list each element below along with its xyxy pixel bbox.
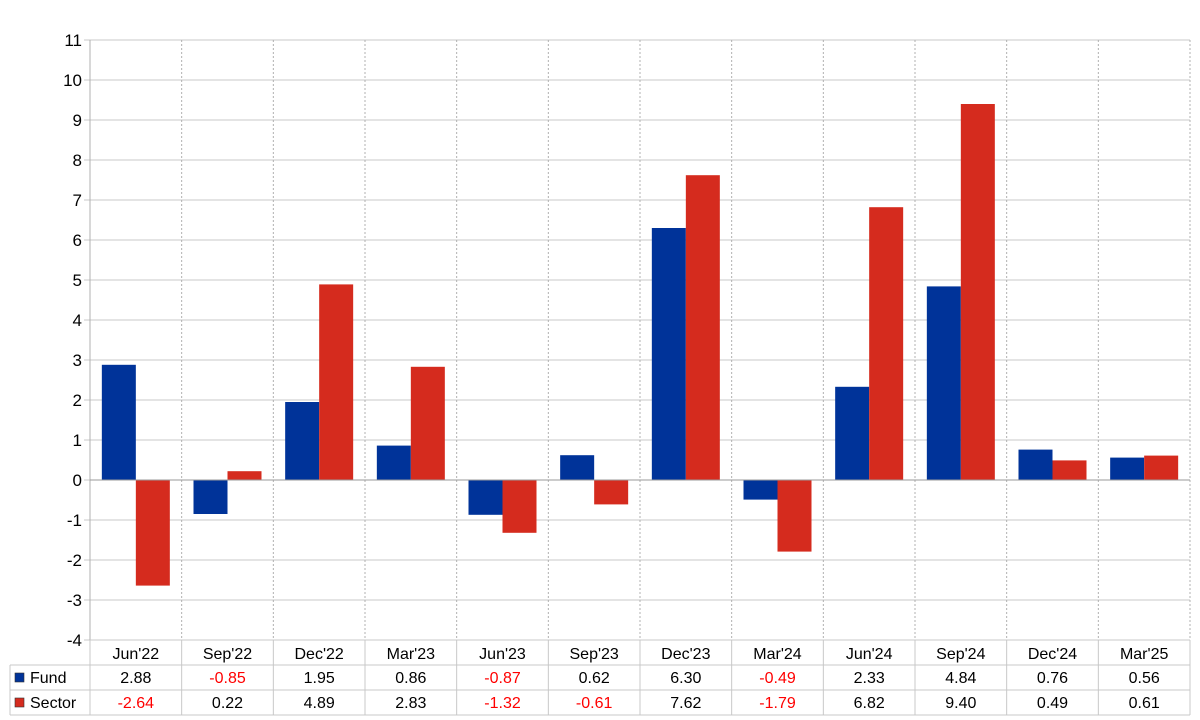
- data-label-fund: 1.95: [304, 670, 335, 687]
- bar-sector: [1052, 460, 1087, 480]
- data-label-fund: 0.56: [1129, 670, 1160, 687]
- data-label-fund: 2.88: [120, 670, 151, 687]
- data-label-fund: 4.84: [945, 670, 976, 687]
- x-tick-label: Sep'24: [936, 646, 985, 663]
- data-label-sector: -2.64: [118, 695, 155, 712]
- y-tick-label: 3: [73, 351, 82, 370]
- bar-fund: [376, 445, 411, 480]
- y-tick-label: 9: [73, 111, 82, 130]
- y-tick-label: 5: [73, 271, 82, 290]
- y-tick-label: 7: [73, 191, 82, 210]
- bar-sector: [1144, 455, 1179, 480]
- grid: [84, 39, 1191, 641]
- bar-sector: [227, 471, 262, 480]
- x-tick-label: Jun'22: [113, 646, 160, 663]
- bar-sector: [960, 104, 995, 480]
- data-label-fund: -0.85: [209, 670, 246, 687]
- data-label-sector: -1.32: [484, 695, 521, 712]
- y-axis: -4 -3 -2 -1 0 1 2 3 4 5 6 7 8 9 10 11: [63, 31, 82, 650]
- data-label-sector: 4.89: [304, 695, 335, 712]
- y-tick-label: 2: [73, 391, 82, 410]
- y-tick-label: 6: [73, 231, 82, 250]
- data-label-fund: -0.49: [759, 670, 796, 687]
- bar-fund: [560, 455, 595, 480]
- data-label-fund: 0.76: [1037, 670, 1068, 687]
- x-tick-label: Jun'23: [479, 646, 526, 663]
- bar-fund: [743, 480, 778, 500]
- y-tick-label: -1: [67, 511, 82, 530]
- x-tick-label: Sep'22: [203, 646, 252, 663]
- data-label-fund: -0.87: [484, 670, 521, 687]
- x-tick-label: Mar'25: [1120, 646, 1169, 663]
- x-tick-label: Sep'23: [570, 646, 619, 663]
- y-tick-label: 8: [73, 151, 82, 170]
- bar-fund: [285, 402, 320, 480]
- y-tick-label: -3: [67, 591, 82, 610]
- bar-fund: [835, 386, 870, 480]
- bar-fund: [1018, 449, 1053, 480]
- legend-label-sector: Sector: [30, 695, 77, 712]
- data-label-sector: 7.62: [670, 695, 701, 712]
- x-tick-label: Dec'23: [661, 646, 710, 663]
- legend-swatch-fund: [14, 672, 25, 683]
- y-tick-label: 0: [73, 471, 82, 490]
- bar-sector: [594, 480, 629, 505]
- bar-fund: [468, 480, 503, 515]
- y-tick-label: -4: [67, 631, 82, 650]
- bar-sector: [685, 175, 720, 480]
- data-label-fund: 6.30: [670, 670, 701, 687]
- x-tick-label: Mar'23: [387, 646, 436, 663]
- data-label-sector: 9.40: [945, 695, 976, 712]
- x-tick-label: Jun'24: [846, 646, 893, 663]
- bars: [90, 104, 1190, 586]
- y-tick-label: 11: [64, 31, 82, 50]
- x-tick-label: Mar'24: [753, 646, 802, 663]
- data-label-fund: 2.33: [854, 670, 885, 687]
- data-label-fund: 0.86: [395, 670, 426, 687]
- x-tick-label: Dec'24: [1028, 646, 1077, 663]
- bar-fund: [193, 480, 228, 514]
- data-label-sector: -0.61: [576, 695, 613, 712]
- bar-fund: [101, 364, 136, 480]
- bar-sector: [502, 480, 537, 533]
- y-tick-label: -2: [67, 551, 82, 570]
- bar-sector: [777, 480, 812, 552]
- x-tick-label: Dec'22: [295, 646, 344, 663]
- data-label-sector: 0.49: [1037, 695, 1068, 712]
- data-label-fund: 0.62: [579, 670, 610, 687]
- y-tick-label: 4: [73, 311, 82, 330]
- y-tick-label: 1: [73, 431, 82, 450]
- bar-sector: [869, 207, 904, 480]
- data-label-sector: 0.22: [212, 695, 243, 712]
- data-label-sector: 0.61: [1129, 695, 1160, 712]
- y-tick-label: 10: [63, 71, 82, 90]
- data-label-sector: -1.79: [759, 695, 796, 712]
- bar-fund: [651, 228, 686, 480]
- data-table: Jun'22 Sep'22 Dec'22 Mar'23 Jun'23 Sep'23 Dec'…: [9, 639, 1191, 716]
- bar-sector: [319, 284, 354, 480]
- legend-label-fund: Fund: [30, 670, 66, 687]
- bar-sector: [135, 480, 170, 586]
- bar-fund: [1110, 457, 1145, 480]
- bar-sector: [410, 366, 445, 480]
- legend-swatch-sector: [14, 697, 25, 708]
- bar-fund: [926, 286, 961, 480]
- data-label-sector: 6.82: [854, 695, 885, 712]
- data-label-sector: 2.83: [395, 695, 426, 712]
